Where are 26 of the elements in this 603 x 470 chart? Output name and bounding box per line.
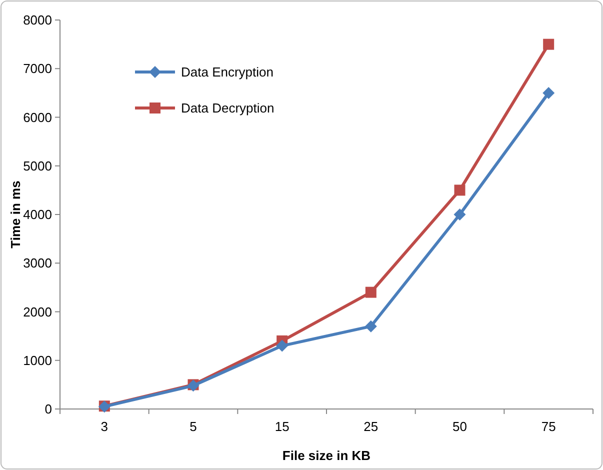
x-tick-label: 75 bbox=[541, 419, 556, 434]
x-axis-title: File size in KB bbox=[282, 448, 371, 463]
point bbox=[454, 208, 466, 220]
y-tick-label: 7000 bbox=[23, 61, 52, 76]
x-tick-label: 3 bbox=[100, 419, 108, 434]
point bbox=[543, 38, 554, 50]
y-tick-label: 2000 bbox=[23, 304, 52, 320]
point bbox=[276, 340, 288, 352]
y-tick-label: 4000 bbox=[23, 207, 52, 222]
y-axis-title: Time in ms bbox=[8, 180, 23, 248]
point bbox=[364, 320, 377, 332]
y-tick-label: 8000 bbox=[23, 12, 52, 28]
y-tick-label: 0 bbox=[44, 402, 52, 417]
y-tick-label: 3000 bbox=[23, 256, 52, 271]
legend-label: Data Decryption bbox=[181, 100, 274, 116]
y-tick-label: 6000 bbox=[23, 110, 52, 125]
x-tick-label: 25 bbox=[364, 419, 378, 434]
x-tick-label: 50 bbox=[452, 419, 467, 434]
x-tick-label: 5 bbox=[190, 419, 197, 434]
y-tick-label: 1000 bbox=[23, 352, 52, 368]
y-tick-label: 5000 bbox=[23, 158, 52, 174]
point bbox=[365, 286, 376, 298]
legend-label: Data Encryption bbox=[181, 64, 274, 80]
point bbox=[454, 184, 466, 196]
x-tick-label: 15 bbox=[274, 419, 290, 434]
point bbox=[542, 86, 555, 99]
